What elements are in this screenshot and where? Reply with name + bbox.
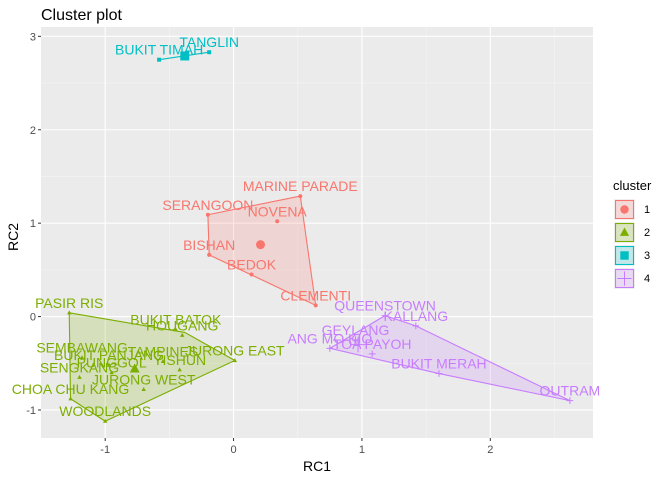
x-tick-label: 0 bbox=[230, 444, 236, 456]
point-label: PASIR RIS bbox=[35, 295, 103, 311]
legend-label-1: 1 bbox=[644, 204, 650, 216]
x-axis-ticks: -1 0 1 2 bbox=[100, 438, 493, 456]
point-label: ANG MO KIO bbox=[287, 330, 372, 346]
point-label: BEDOK bbox=[227, 257, 277, 273]
data-point bbox=[412, 322, 420, 330]
data-point bbox=[109, 370, 114, 375]
data-point bbox=[566, 397, 574, 405]
point-label: JURONG EAST bbox=[185, 342, 285, 358]
point-label: BUKIT TIMAH bbox=[115, 42, 203, 58]
data-point bbox=[68, 396, 73, 401]
data-point bbox=[79, 355, 85, 360]
point-label: OUTRAM bbox=[540, 383, 601, 399]
data-point bbox=[157, 57, 162, 62]
point-label: WOODLANDS bbox=[59, 403, 151, 419]
data-point bbox=[106, 362, 112, 367]
gridlines bbox=[41, 27, 593, 438]
point-label: SEMBAWANG bbox=[36, 340, 128, 356]
cluster-centroid-3 bbox=[180, 51, 190, 61]
data-point bbox=[207, 50, 212, 55]
x-tick-label: 2 bbox=[487, 444, 493, 456]
cluster-hull-4 bbox=[328, 315, 571, 402]
point-label: MARINE PARADE bbox=[243, 178, 358, 194]
data-point bbox=[435, 370, 443, 377]
legend-label-2: 2 bbox=[644, 227, 650, 239]
data-point bbox=[381, 312, 389, 320]
legend-symbol-2 bbox=[619, 227, 630, 236]
cluster-centroid-1 bbox=[256, 240, 266, 250]
point-label: TANGLIN bbox=[179, 34, 239, 50]
point-label: BUKIT MERAH bbox=[391, 356, 486, 372]
data-point bbox=[313, 303, 318, 308]
data-point bbox=[368, 350, 376, 358]
data-point bbox=[232, 358, 238, 363]
point-label: BUKIT BATOK bbox=[130, 312, 222, 328]
point-labels: MARINE PARADESERANGOONNOVENABISHANBEDOKC… bbox=[12, 34, 600, 419]
legend-title: cluster bbox=[613, 178, 652, 193]
cluster-centroid-2 bbox=[129, 363, 140, 373]
data-point bbox=[102, 418, 108, 423]
point-label: PUNGGOL bbox=[77, 355, 147, 371]
point-label: SENGKANG bbox=[40, 359, 119, 375]
y-tick-label: 1 bbox=[30, 218, 36, 230]
legend-symbol-3 bbox=[620, 251, 629, 260]
data-point bbox=[141, 387, 146, 392]
data-point bbox=[207, 252, 212, 257]
legend-label-4: 4 bbox=[644, 273, 650, 285]
data-point bbox=[326, 344, 334, 352]
y-tick-label: 0 bbox=[30, 312, 36, 324]
cluster-centroid-4 bbox=[350, 336, 366, 353]
legend-label-3: 3 bbox=[644, 250, 650, 262]
point-label: JURONG WEST bbox=[92, 371, 196, 387]
point-label: BUKIT PANJANG bbox=[54, 347, 164, 363]
cluster-hull-2 bbox=[68, 312, 237, 422]
data-points bbox=[67, 50, 574, 423]
x-axis-title: RC1 bbox=[303, 458, 331, 474]
point-label: SERANGOON bbox=[162, 197, 253, 213]
data-point bbox=[205, 212, 210, 217]
legend-symbol-1 bbox=[620, 205, 629, 214]
y-tick-label: 2 bbox=[30, 125, 36, 137]
point-label: HOUGANG bbox=[146, 317, 218, 333]
point-label: BISHAN bbox=[183, 237, 235, 253]
point-label: CLEMENTI bbox=[280, 287, 351, 303]
data-point bbox=[177, 367, 182, 372]
point-label: QUEENSTOWN bbox=[334, 298, 436, 314]
data-point bbox=[160, 359, 166, 364]
point-label: GEYLANG bbox=[322, 322, 390, 338]
point-label: NOVENA bbox=[248, 203, 308, 219]
point-label: YISHUN bbox=[153, 352, 206, 368]
y-axis-ticks: -1 0 1 2 3 bbox=[26, 31, 41, 417]
point-label: TAMPINES bbox=[128, 343, 199, 359]
data-point bbox=[173, 327, 178, 332]
y-tick-label: 3 bbox=[30, 31, 36, 43]
legend: cluster 1 2 3 4 bbox=[613, 178, 652, 289]
legend-symbol-4 bbox=[617, 271, 632, 286]
data-point bbox=[298, 194, 303, 199]
data-point bbox=[67, 310, 72, 315]
y-tick-label: -1 bbox=[26, 405, 36, 417]
point-label: TOA PAYOH bbox=[333, 336, 412, 352]
data-point bbox=[275, 219, 280, 224]
cluster-hulls bbox=[68, 51, 571, 422]
chart-title: Cluster plot bbox=[41, 7, 122, 24]
point-label: CHOA CHU KANG bbox=[12, 381, 129, 397]
data-point bbox=[249, 272, 254, 277]
data-point bbox=[77, 374, 82, 379]
point-label: KALLANG bbox=[384, 308, 449, 324]
cluster-centroids bbox=[129, 51, 366, 373]
data-point bbox=[180, 332, 185, 337]
x-tick-label: 1 bbox=[359, 444, 365, 456]
x-tick-label: -1 bbox=[100, 444, 110, 456]
y-axis-title: RC2 bbox=[5, 223, 21, 251]
